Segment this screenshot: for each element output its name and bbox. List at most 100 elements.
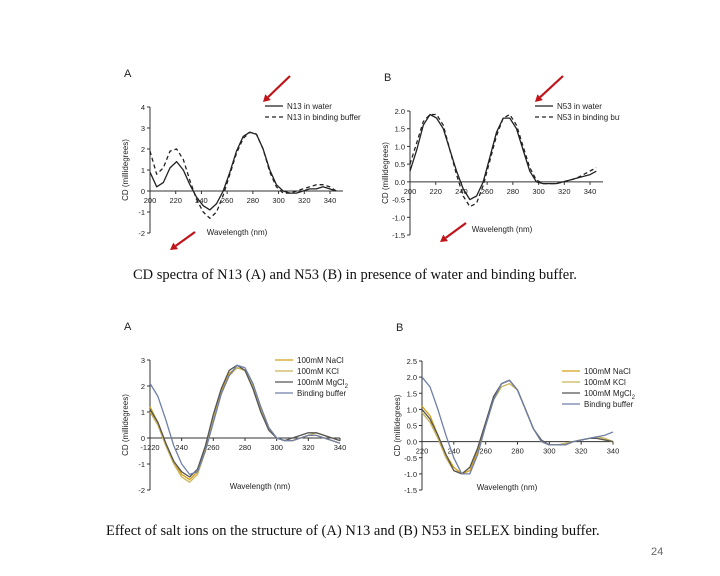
x-tick-label: 320 (575, 447, 588, 456)
arrow-shaft (539, 75, 564, 99)
x-tick-label: -1220 (140, 443, 159, 452)
arrow-shaft (175, 231, 196, 247)
y-tick-label: 0 (141, 434, 145, 443)
x-tick-label: 280 (511, 447, 524, 456)
y-tick-label: 4 (141, 103, 145, 112)
legend-label: N53 in binding buffer (557, 113, 620, 122)
x-tick-label: 340 (334, 443, 347, 452)
y-tick-label: -1 (138, 460, 145, 469)
x-tick-label: 280 (247, 196, 260, 205)
x-tick-label: 300 (543, 447, 556, 456)
x-tick-label: 260 (479, 447, 492, 456)
y-tick-label: 1 (141, 408, 145, 417)
legend-label: N13 in water (287, 102, 332, 111)
page-number: 24 (651, 546, 664, 558)
arrow-head (170, 242, 179, 250)
panel-letter: B (384, 72, 391, 84)
y-tick-label: -1.5 (404, 486, 417, 495)
figure-salt-ions: A 3 2 1 0 -1 -2 -1220 240 260 280 300 320 340 CD (mill… (110, 315, 640, 505)
y-tick-label: -2 (138, 229, 145, 238)
salt-effect-figure: A 3 2 1 0 -1 -2 -1220 240 260 280 300 320 340 CD (mill… (121, 321, 636, 495)
arrow-head (535, 94, 543, 102)
legend-label: N53 in water (557, 102, 602, 111)
figure-water-vs-buffer: A 4 3 2 1 0 -1 -2 200 220 240 260 280 300 320 340 CD (mi… (110, 60, 631, 250)
x-axis-title: Wavelength (nm) (230, 482, 291, 491)
legend-label: 100mM KCl (584, 378, 626, 387)
panel-letter: B (396, 322, 403, 334)
x-tick-label: 260 (207, 443, 220, 452)
x-tick-label: 340 (324, 196, 337, 205)
x-tick-label: 240 (448, 447, 461, 456)
x-tick-label: 340 (607, 447, 620, 456)
x-tick-label: 200 (404, 187, 417, 196)
y-axis-title: CD (millidegrees) (393, 394, 402, 456)
x-tick-label: 280 (239, 443, 252, 452)
x-tick-label: 220 (169, 196, 182, 205)
x-tick-label: 280 (507, 187, 520, 196)
y-tick-label: -1 (138, 208, 145, 217)
x-tick-label: 260 (221, 196, 234, 205)
y-axis-title: CD (millidegrees) (121, 139, 130, 201)
y-tick-label: -1.0 (404, 470, 417, 479)
series-line-1 (409, 113, 597, 208)
cd-spectra-figure: A 4 3 2 1 0 -1 -2 200 220 240 260 280 300 320 340 CD (mi… (121, 68, 631, 250)
x-tick-label: 300 (532, 187, 545, 196)
x-axis-title: Wavelength (nm) (477, 483, 538, 492)
x-tick-label: 300 (270, 443, 283, 452)
panel-letter: A (124, 321, 132, 333)
legend-label: 100mM KCl (297, 367, 339, 376)
y-tick-label: 1.0 (395, 142, 405, 151)
y-axis-title: CD (millidegrees) (381, 142, 390, 204)
annotation-arrow (263, 75, 291, 102)
arrow-shaft (267, 75, 291, 98)
caption-bottom: Effect of salt ions on the structure of … (106, 523, 600, 539)
y-tick-label: 0.5 (395, 160, 405, 169)
y-tick-label: 0.0 (395, 178, 405, 187)
series-line-3 (421, 376, 614, 475)
y-tick-label: 0 (141, 187, 145, 196)
y-tick-label: 1.5 (407, 389, 417, 398)
x-tick-label: 220 (429, 187, 442, 196)
legend-label: N13 in binding buffer (287, 113, 361, 122)
chart-panel-a: A 4 3 2 1 0 -1 -2 200 220 240 260 280 300 320 340 CD (mi… (121, 68, 361, 238)
legend-label: Binding buffer (297, 389, 347, 398)
arrow-shaft (445, 222, 467, 239)
chart-panel-a: A 3 2 1 0 -1 -2 -1220 240 260 280 300 320 340 CD (mill… (121, 321, 349, 495)
y-tick-label: 1.5 (395, 125, 405, 134)
x-tick-label: 340 (584, 187, 597, 196)
y-tick-label: -0.5 (392, 196, 405, 205)
series-line-2 (149, 364, 341, 478)
y-tick-label: 3 (141, 124, 145, 133)
y-tick-label: -1.5 (392, 231, 405, 240)
y-tick-label: 2.0 (407, 373, 417, 382)
y-tick-label: 2 (141, 145, 145, 154)
x-axis-title: Wavelength (nm) (472, 225, 533, 234)
y-tick-label: 1.0 (407, 405, 417, 414)
x-tick-label: 320 (558, 187, 571, 196)
annotation-arrow (440, 222, 467, 242)
y-tick-label: 2 (141, 382, 145, 391)
annotation-arrow (535, 75, 564, 102)
caption-top: CD spectra of N13 (A) and N53 (B) in pre… (133, 267, 577, 283)
series-line-1 (149, 131, 337, 219)
x-tick-label: 320 (298, 196, 311, 205)
y-tick-label: -2 (138, 486, 145, 495)
series-line-0 (149, 131, 337, 211)
x-tick-label: 320 (302, 443, 315, 452)
x-axis-title: Wavelength (nm) (207, 228, 268, 237)
panel-letter: A (124, 68, 132, 80)
x-tick-label: 200 (144, 196, 157, 205)
legend-label: Binding buffer (584, 400, 634, 409)
x-tick-label: 260 (481, 187, 494, 196)
y-tick-label: 2.5 (407, 357, 417, 366)
y-tick-label: 0.0 (407, 438, 417, 447)
x-tick-label: 240 (195, 196, 208, 205)
x-tick-label: 220 (416, 447, 429, 456)
y-tick-label: 1 (141, 166, 145, 175)
y-tick-label: -0.5 (404, 454, 417, 463)
series-line-3 (149, 364, 341, 476)
arrow-head (440, 234, 449, 242)
y-tick-label: -1.0 (392, 213, 405, 222)
x-tick-label: 300 (272, 196, 285, 205)
